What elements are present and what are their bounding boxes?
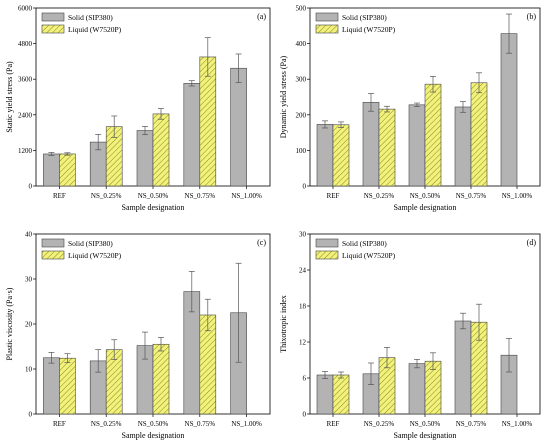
- y-axis-label: Dynamic yield stress (Pa): [279, 55, 288, 138]
- y-tick-label: 30: [25, 276, 33, 284]
- x-tick-label: NS_0.50%: [138, 192, 169, 200]
- bar-solid: [454, 106, 472, 187]
- y-tick-label: 18: [299, 303, 307, 311]
- x-tick-label: REF: [53, 192, 66, 200]
- legend-swatch-liquid: [41, 24, 65, 34]
- x-tick-label: REF: [53, 420, 66, 428]
- x-tick-label: REF: [327, 420, 340, 428]
- bar-solid: [43, 153, 60, 187]
- bar-solid: [183, 83, 201, 187]
- bar-solid: [136, 130, 154, 187]
- legend-swatch-solid: [315, 12, 339, 22]
- x-tick-label: REF: [327, 192, 340, 200]
- y-tick-label: 0: [29, 183, 33, 191]
- bar-solid: [408, 104, 426, 187]
- y-axis-label: Plastic viscosity (Pa·s): [5, 287, 14, 360]
- bar-liquid: [332, 374, 350, 415]
- legend-label-liquid: Liquid (W7520P): [342, 25, 396, 34]
- x-axis-label: Sample designation: [122, 431, 185, 440]
- y-axis-label: Static yield stress (Pa): [5, 61, 14, 133]
- y-tick-label: 30: [299, 231, 307, 239]
- x-tick-label: NS_0.50%: [138, 420, 169, 428]
- bar-liquid: [59, 357, 76, 415]
- bar-liquid: [424, 83, 442, 187]
- panel-d: (d) Thixotropic index Sample designation…: [279, 231, 541, 440]
- legend-label-liquid: Liquid (W7520P): [342, 251, 396, 260]
- y-tick-label: 20: [25, 321, 33, 329]
- y-tick-label: 0: [303, 183, 307, 191]
- bar-liquid: [332, 124, 350, 187]
- panel-b: (b) Dynamic yield stress (Pa) Sample des…: [279, 5, 541, 212]
- bar-solid: [43, 357, 60, 415]
- panel-label: (a): [257, 12, 266, 21]
- y-tick-label: 0: [303, 411, 307, 419]
- y-tick-label: 0: [29, 411, 33, 419]
- legend-label-liquid: Liquid (W7520P): [68, 251, 122, 260]
- bar-liquid: [378, 108, 396, 187]
- x-tick-label: NS_1.00%: [231, 420, 262, 428]
- bar-solid: [316, 374, 334, 415]
- bar-solid: [316, 124, 334, 187]
- x-tick-label: NS_0.75%: [185, 420, 216, 428]
- x-tick-label: NS_1.00%: [231, 192, 262, 200]
- bar-solid: [362, 102, 380, 187]
- legend-swatch-liquid: [41, 250, 65, 260]
- x-tick-label: NS_0.25%: [364, 420, 395, 428]
- panel-a: (a) Static yield stress (Pa) Sample desi…: [5, 5, 271, 212]
- y-tick-label: 10: [25, 366, 33, 374]
- legend-swatch-solid: [41, 12, 65, 22]
- legend-swatch-solid: [41, 238, 65, 248]
- y-tick-label: 24: [299, 267, 307, 275]
- y-tick-label: 200: [296, 111, 307, 119]
- x-tick-label: NS_0.50%: [410, 420, 441, 428]
- panel-c: (c) Plastic viscosity (Pa·s) Sample desi…: [5, 231, 271, 440]
- y-tick-label: 500: [296, 5, 307, 13]
- legend-swatch-solid: [315, 238, 339, 248]
- x-tick-label: NS_0.50%: [410, 192, 441, 200]
- x-tick-label: NS_0.25%: [91, 192, 122, 200]
- y-tick-label: 6: [303, 375, 307, 383]
- y-tick-label: 400: [296, 40, 307, 48]
- legend-label-solid: Solid (SIP380): [68, 239, 113, 248]
- legend-label-solid: Solid (SIP380): [342, 239, 387, 248]
- panel-label: (c): [257, 238, 266, 247]
- legend-swatch-liquid: [315, 24, 339, 34]
- x-axis-label: Sample designation: [394, 431, 457, 440]
- bar-solid: [230, 67, 247, 187]
- y-tick-label: 100: [296, 147, 307, 155]
- y-tick-label: 3600: [18, 76, 33, 84]
- y-tick-label: 12: [299, 339, 307, 347]
- y-tick-label: 6000: [18, 5, 33, 13]
- x-axis-label: Sample designation: [394, 203, 457, 212]
- y-tick-label: 40: [25, 231, 33, 239]
- legend-label-solid: Solid (SIP380): [68, 13, 113, 22]
- x-tick-label: NS_0.25%: [364, 192, 395, 200]
- bar-solid: [408, 363, 426, 415]
- y-tick-label: 4800: [18, 40, 33, 48]
- y-tick-label: 2400: [18, 111, 33, 119]
- y-tick-label: 300: [296, 76, 307, 84]
- x-axis-label: Sample designation: [122, 203, 185, 212]
- bar-liquid: [59, 153, 76, 187]
- legend-label-liquid: Liquid (W7520P): [68, 25, 122, 34]
- x-tick-label: NS_1.00%: [502, 192, 533, 200]
- x-tick-label: NS_0.75%: [456, 420, 487, 428]
- y-tick-label: 1200: [18, 147, 33, 155]
- y-axis-label: Thixotropic index: [279, 295, 288, 353]
- legend-swatch-liquid: [315, 250, 339, 260]
- bar-liquid: [470, 82, 488, 187]
- bar-solid: [500, 33, 518, 187]
- panel-label: (b): [527, 12, 537, 21]
- bar-solid: [454, 320, 472, 415]
- bar-liquid: [152, 343, 170, 415]
- x-tick-label: NS_0.75%: [185, 192, 216, 200]
- bar-liquid: [152, 113, 170, 187]
- panel-label: (d): [527, 238, 537, 247]
- x-tick-label: NS_1.00%: [502, 420, 533, 428]
- legend-label-solid: Solid (SIP380): [342, 13, 387, 22]
- x-tick-label: NS_0.75%: [456, 192, 487, 200]
- x-tick-label: NS_0.25%: [91, 420, 122, 428]
